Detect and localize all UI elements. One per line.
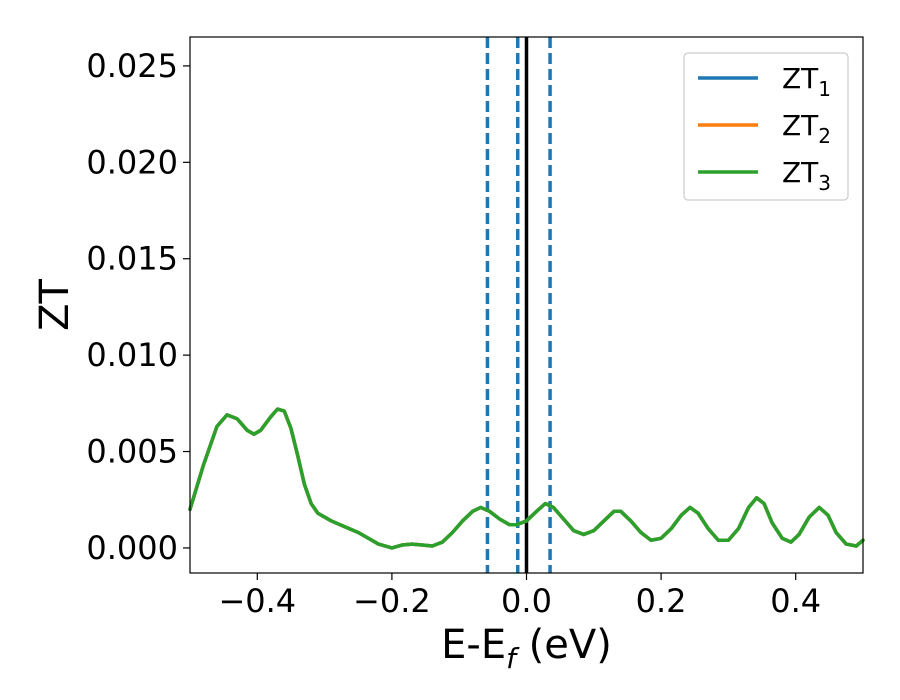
y-tick-label: 0.000 — [86, 529, 178, 567]
y-tick-label: 0.015 — [86, 240, 178, 278]
x-axis-title-tail: (eV) — [516, 622, 612, 668]
legend-label-3: ZT3 — [782, 156, 831, 195]
series-lines — [188, 407, 865, 550]
legend: ZT1 ZT2 ZT3 — [683, 52, 849, 201]
legend-label-2: ZT2 — [782, 109, 831, 148]
x-axis-title-base: E-E — [441, 622, 506, 668]
y-tick-label: 0.010 — [86, 336, 178, 374]
legend-box — [683, 52, 849, 201]
y-axis-title: ZT — [32, 279, 78, 331]
x-axis-ticks: −0.4 −0.2 0.0 0.2 0.4 — [218, 573, 821, 620]
y-tick-label: 0.005 — [86, 433, 178, 471]
series-line-3 — [188, 407, 865, 550]
x-tick-label: −0.4 — [218, 582, 296, 620]
y-axis-ticks: 0.000 0.005 0.010 0.015 0.020 0.025 — [86, 47, 190, 567]
vertical-lines — [485, 37, 552, 573]
legend-label-1: ZT1 — [782, 62, 831, 101]
y-tick-label: 0.025 — [86, 47, 178, 85]
x-tick-label: 0.2 — [636, 582, 687, 620]
x-tick-label: −0.2 — [353, 582, 431, 620]
x-axis-title: E-Ef (eV) — [441, 622, 612, 675]
x-tick-label: 0.4 — [770, 582, 821, 620]
x-tick-label: 0.0 — [501, 582, 552, 620]
y-tick-label: 0.020 — [86, 143, 178, 181]
